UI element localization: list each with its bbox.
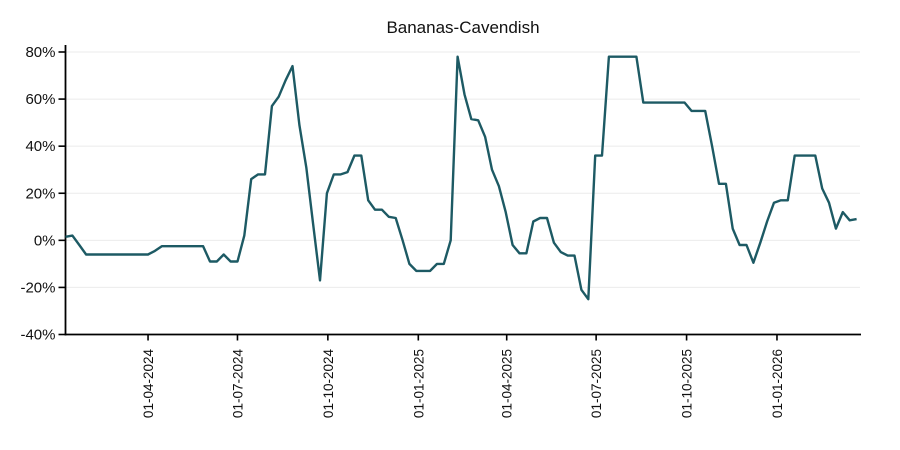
y-tick-label: 80% xyxy=(25,44,55,61)
y-tick-label: -40% xyxy=(20,327,55,344)
x-tick-label: 01-07-2025 xyxy=(589,349,604,418)
x-tick-label: 01-07-2024 xyxy=(230,349,245,419)
data-line xyxy=(65,55,857,301)
chart-title: Bananas-Cavendish xyxy=(386,18,539,37)
x-tick-label: 01-01-2026 xyxy=(770,349,785,418)
gridlines xyxy=(65,51,860,288)
x-tick-label: 01-01-2025 xyxy=(411,349,426,418)
x-tick-label: 01-10-2024 xyxy=(321,349,336,419)
x-tick-label: 01-10-2025 xyxy=(680,349,695,418)
x-tick-label: 01-04-2025 xyxy=(500,349,515,418)
y-tick-label: 0% xyxy=(34,232,56,249)
y-tick-label: 20% xyxy=(25,185,55,202)
y-tick-label: 40% xyxy=(25,138,55,155)
x-axis: 01-04-2024 01-07-2024 01-10-2024 01-01-2025… xyxy=(64,333,861,419)
y-axis: 80% 60% 40% 20% 0% -20% -40% xyxy=(20,44,67,344)
y-tick-label: 60% xyxy=(25,91,55,108)
y-tick-label: -20% xyxy=(20,279,55,296)
x-tick-label: 01-04-2024 xyxy=(141,349,156,419)
